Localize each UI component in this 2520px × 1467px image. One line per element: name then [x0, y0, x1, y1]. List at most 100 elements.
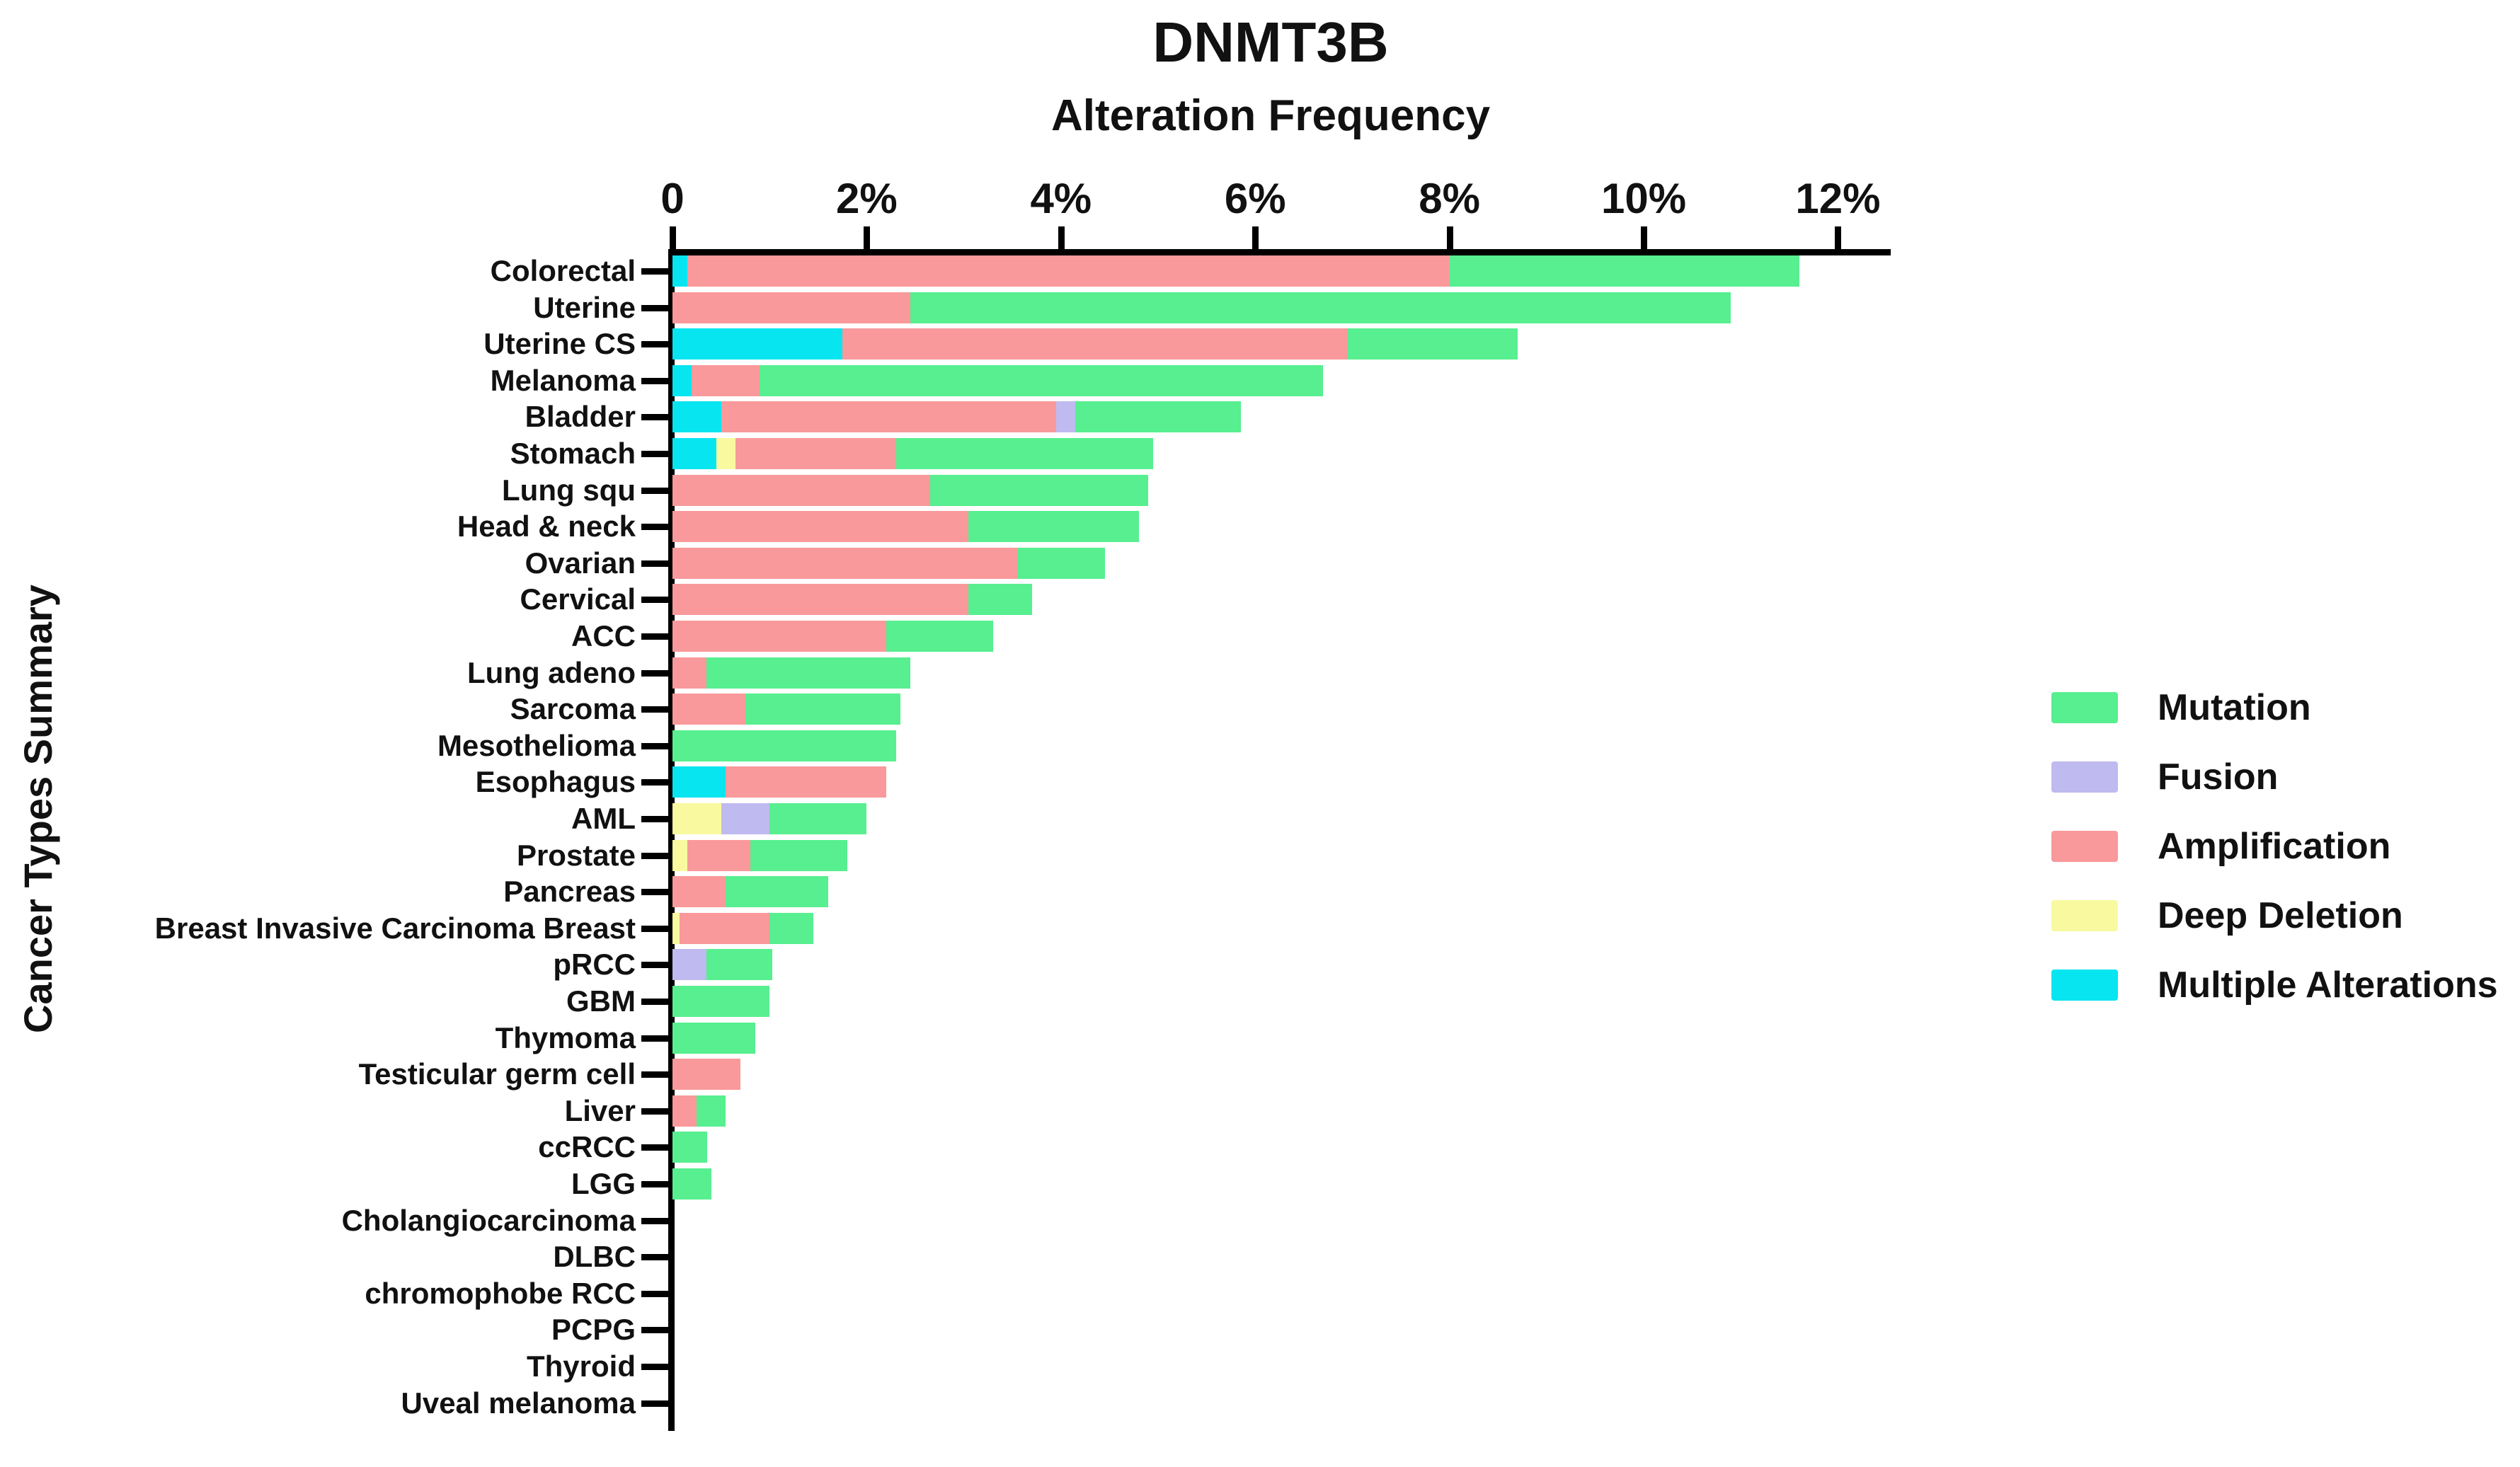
category-tick [641, 268, 668, 275]
category-tick [641, 706, 668, 713]
category-label: AML [571, 802, 636, 835]
bar-segment-amplification [672, 694, 745, 725]
bar-segment-amplification [672, 547, 1018, 579]
category-tick [641, 377, 668, 384]
bar-segment-fusion [1055, 401, 1076, 433]
legend-swatch-fusion [2051, 761, 2118, 793]
bar-segment-deep_deletion [672, 912, 680, 944]
bar-segment-fusion [672, 949, 707, 981]
category-tick [641, 633, 668, 640]
category-tick [641, 597, 668, 604]
legend-label-deep_deletion: Deep Deletion [2158, 895, 2403, 936]
bar-segment-mutation [910, 292, 1731, 323]
category-label: ccRCC [538, 1130, 636, 1164]
category-label: DLBC [553, 1240, 636, 1274]
category-label: chromophobe RCC [365, 1276, 636, 1310]
x-axis-tick-label: 6% [1224, 175, 1286, 222]
bar-segment-multiple_alterations [672, 766, 726, 798]
bar-segment-mutation [769, 803, 867, 834]
category-tick [641, 1108, 668, 1115]
category-label: Cervical [520, 582, 636, 616]
category-tick [641, 779, 668, 786]
category-tick [641, 1144, 668, 1151]
bar-segment-mutation [672, 986, 770, 1017]
legend-item-fusion: Fusion [2051, 756, 2498, 798]
bar-segment-amplification [687, 839, 750, 871]
bar-segment-amplification [687, 255, 1450, 287]
category-tick [641, 925, 668, 932]
category-tick [641, 852, 668, 859]
bar-segment-mutation [697, 1095, 726, 1127]
chart-title: DNMT3B [1152, 11, 1389, 74]
category-label: Mesothelioma [437, 728, 636, 762]
bar-segment-amplification [672, 876, 726, 908]
category-label: PCPG [551, 1313, 636, 1347]
category-tick [641, 451, 668, 457]
legend-swatch-deep_deletion [2051, 900, 2118, 931]
category-label: Stomach [510, 437, 636, 470]
x-axis-tick [1252, 226, 1259, 250]
x-axis-tick [864, 226, 871, 250]
category-tick [641, 1254, 668, 1261]
bar-segment-multiple_alterations [672, 401, 721, 433]
bar-segment-mutation [760, 364, 1324, 396]
category-label: LGG [571, 1167, 636, 1200]
category-tick [641, 1364, 668, 1370]
bar-segment-mutation [1347, 328, 1518, 360]
bar-segment-amplification [721, 401, 1056, 433]
category-tick [641, 816, 668, 822]
x-axis-tick [1446, 226, 1453, 250]
bar-segment-fusion [721, 803, 770, 834]
category-tick [641, 560, 668, 567]
x-axis-tick-label: 10% [1600, 175, 1687, 222]
y-axis-line [668, 249, 675, 1432]
bar-segment-mutation [745, 694, 901, 725]
category-label: Breast Invasive Carcinoma Breast [154, 911, 636, 945]
category-tick [641, 1400, 668, 1407]
category-label: Lung squ [502, 473, 636, 507]
bar-segment-amplification [672, 474, 930, 506]
category-label: Pancreas [503, 875, 636, 909]
category-label: Thyroid [527, 1350, 636, 1383]
bar-segment-mutation [929, 474, 1149, 506]
bar-segment-multiple_alterations [672, 364, 692, 396]
category-label: Sarcoma [510, 692, 636, 726]
category-label: GBM [566, 984, 636, 1018]
legend-item-multiple_alterations: Multiple Alterations [2051, 965, 2498, 1006]
legend-swatch-mutation [2051, 692, 2118, 723]
legend-label-mutation: Mutation [2158, 687, 2311, 728]
bar-segment-multiple_alterations [672, 255, 687, 287]
bar-segment-mutation [895, 438, 1154, 469]
category-label: Uveal melanoma [401, 1386, 636, 1420]
bar-segment-amplification [726, 766, 886, 798]
x-axis-tick [1058, 226, 1065, 250]
category-tick [641, 1290, 668, 1297]
bar-segment-amplification [692, 364, 760, 396]
bar-segment-amplification [672, 511, 969, 543]
category-label: Bladder [525, 400, 636, 434]
category-label: Uterine CS [483, 327, 636, 361]
category-label: Lung adeno [467, 655, 636, 689]
category-tick [641, 1071, 668, 1078]
category-label: Thymoma [495, 1020, 636, 1054]
bar-segment-deep_deletion [716, 438, 736, 469]
bar-segment-mutation [968, 511, 1139, 543]
chart-subtitle: Alteration Frequency [1050, 91, 1491, 140]
category-label: Cholangiocarcinoma [341, 1203, 636, 1237]
category-label: Colorectal [490, 254, 636, 287]
category-label: Uterine [533, 290, 636, 324]
category-tick [641, 487, 668, 494]
category-label: Liver [564, 1093, 636, 1127]
legend-swatch-amplification [2051, 831, 2118, 862]
bar-segment-amplification [672, 657, 707, 689]
bar-segment-multiple_alterations [672, 438, 716, 469]
bar-segment-mutation [1075, 401, 1241, 433]
legend: Mutation Fusion Amplification Deep Deletion… [2051, 687, 2498, 1039]
category-tick [641, 742, 668, 749]
bar-segment-mutation [672, 730, 896, 761]
bar-segment-amplification [735, 438, 896, 469]
bar-segment-mutation [886, 621, 993, 652]
bar-segment-amplification [679, 912, 770, 944]
legend-item-deep_deletion: Deep Deletion [2051, 895, 2498, 936]
